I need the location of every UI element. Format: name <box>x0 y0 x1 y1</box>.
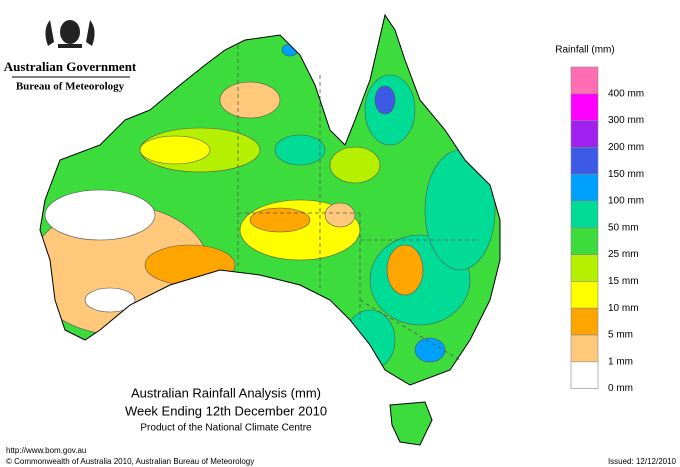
legend-label: 300 mm <box>608 115 644 126</box>
state-borders <box>237 45 480 361</box>
legend-label: 200 mm <box>608 142 644 153</box>
legend-swatch <box>570 254 599 282</box>
bureau-name: Bureau of Meteorology <box>16 81 125 93</box>
legend-swatch <box>570 361 599 389</box>
legend-swatch <box>570 334 599 363</box>
legend-label: 25 mm <box>608 249 639 260</box>
crest <box>45 20 95 48</box>
legend-label: 10 mm <box>608 303 639 314</box>
caption-title: Australian Rainfall Analysis (mm) <box>131 385 321 400</box>
legend-swatch <box>570 120 599 148</box>
legend-swatch <box>570 281 599 309</box>
coastline <box>39 13 501 386</box>
legend-swatch <box>570 227 599 255</box>
footer-issued: Issued: 12/12/2010 <box>608 457 677 466</box>
legend-label: 5 mm <box>608 330 633 341</box>
legend-label: 150 mm <box>608 169 644 180</box>
legend-swatch <box>570 307 599 336</box>
legend-swatch <box>570 93 599 121</box>
legend-swatch <box>570 66 599 95</box>
legend-label: 1 mm <box>608 356 633 367</box>
tasmania <box>389 401 433 446</box>
org-name: Australian Government <box>4 59 137 74</box>
legend-label: 50 mm <box>608 222 639 233</box>
legend-label: 100 mm <box>608 196 644 207</box>
footer-url: http://www.bom.gov.au <box>6 446 86 455</box>
legend-label: 400 mm <box>608 88 644 99</box>
legend-title: Rainfall (mm) <box>555 45 614 56</box>
legend: 400 mm 300 mm 200 mm 150 mm 100 mm 50 mm 25 mm… <box>570 66 644 394</box>
footer-copyright: © Commonwealth of Australia 2010, Austra… <box>6 457 254 466</box>
caption-subtitle: Week Ending 12th December 2010 <box>125 403 327 418</box>
legend-swatch <box>570 173 599 202</box>
legend-swatch <box>570 200 599 229</box>
legend-label: 15 mm <box>608 276 639 287</box>
legend-label: 0 mm <box>608 383 633 394</box>
legend-swatch <box>570 147 599 175</box>
caption-credit: Product of the National Climate Centre <box>140 423 312 434</box>
